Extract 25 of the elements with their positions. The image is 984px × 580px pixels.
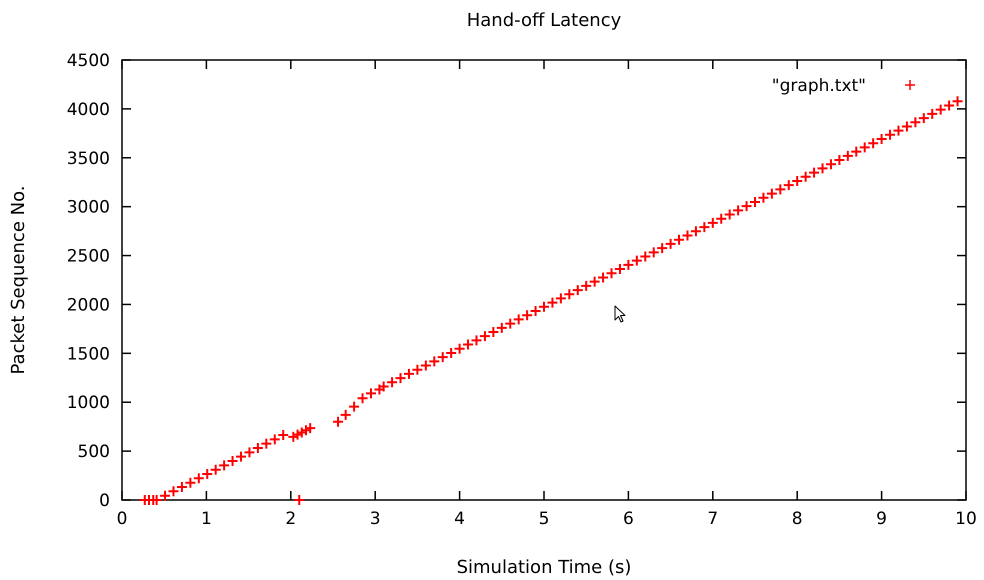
y-tick-label: 1000 — [66, 393, 110, 414]
x-tick-label: 10 — [955, 509, 977, 529]
y-tick-label: 2000 — [66, 295, 110, 316]
x-tick-label: 5 — [538, 509, 550, 529]
x-axis-title: Simulation Time (s) — [456, 557, 632, 578]
x-tick-label: 1 — [200, 509, 212, 529]
x-tick-label: 4 — [454, 509, 466, 529]
x-tick-label: 0 — [116, 509, 128, 529]
y-tick-label: 3000 — [66, 198, 110, 218]
x-tick-label: 2 — [285, 509, 296, 529]
y-tick-label: 1500 — [66, 344, 110, 364]
y-tick-label: 2500 — [66, 246, 110, 267]
y-tick-label: 3500 — [66, 148, 110, 169]
x-tick-label: 9 — [876, 509, 888, 529]
chart-title: Hand-off Latency — [466, 10, 622, 31]
y-tick-label: 4500 — [66, 51, 110, 71]
x-tick-label: 6 — [622, 509, 634, 529]
x-tick-label: 3 — [370, 509, 381, 529]
x-tick-label: 7 — [707, 509, 718, 529]
x-tick-label: 8 — [792, 509, 803, 529]
y-tick-label: 500 — [78, 442, 110, 462]
y-tick-label: 4000 — [66, 100, 110, 120]
legend-label: "graph.txt" — [772, 76, 866, 96]
y-tick-label: 0 — [99, 491, 110, 511]
y-axis-title: Packet Sequence No. — [8, 186, 29, 374]
